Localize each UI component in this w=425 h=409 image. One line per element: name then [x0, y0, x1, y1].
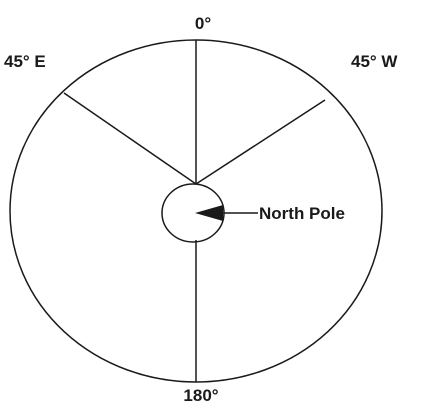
label-45-west: 45° W — [351, 52, 398, 71]
meridian-45-e — [63, 92, 197, 185]
label-north-pole: North Pole — [259, 204, 345, 223]
pointer-arrowhead — [195, 205, 223, 221]
meridian-45-w — [195, 99, 326, 185]
label-180-degrees: 180° — [183, 386, 218, 405]
label-45-east: 45° E — [4, 52, 46, 71]
label-0-degrees: 0° — [195, 14, 211, 33]
